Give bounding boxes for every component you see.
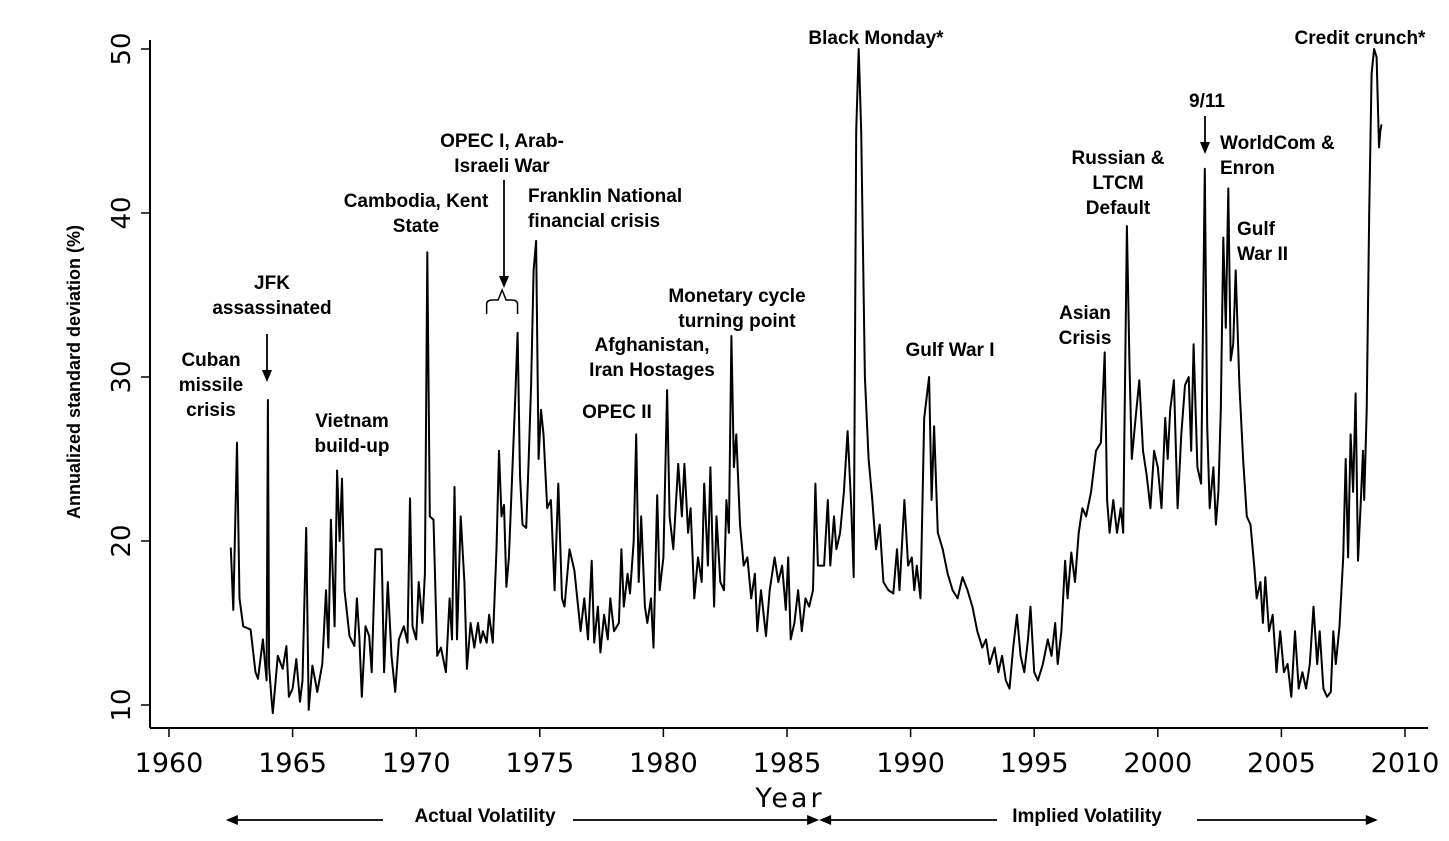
x-tick-label: 2010 — [1371, 748, 1440, 779]
x-tick-label: 2005 — [1247, 748, 1316, 779]
region-arrowhead-left — [225, 815, 238, 825]
event-annotation: Monetary cycle turning point — [668, 286, 805, 332]
annotation-line: build-up — [315, 436, 390, 457]
x-tick-label: 1995 — [1000, 748, 1069, 779]
annotation-line: crisis — [186, 400, 236, 421]
x-axis-title: Year — [754, 783, 824, 814]
annotation-line: turning point — [678, 311, 796, 332]
ticks: 1960 1965 1970 1975 1980 1985 1990 1995 2000 2005… — [107, 32, 1439, 779]
annotation-line: Franklin National — [528, 186, 682, 207]
annotation-line: missile — [179, 375, 243, 396]
region-arrowhead-left — [819, 815, 832, 825]
event-annotation: JFK assassinated — [212, 273, 331, 319]
volatility-series-line — [229, 48, 1383, 715]
x-tick-label: 2000 — [1123, 748, 1192, 779]
period-bracket — [485, 287, 519, 314]
annotation-line: Afghanistan, — [594, 335, 709, 356]
event-annotation: OPEC II — [582, 402, 652, 423]
annotation-line: financial crisis — [528, 211, 660, 232]
regions-group: Actual Volatility Implied Volatility — [225, 806, 1378, 827]
y-tick-label: 40 — [107, 196, 137, 229]
annotation-line: Russian & — [1072, 148, 1165, 169]
event-annotation: Asian Crisis — [1059, 303, 1112, 349]
event-annotation: Russian & LTCM Default — [1072, 148, 1165, 219]
annotation-line: Cambodia, Kent — [344, 191, 489, 212]
event-annotation: Credit crunch* — [1295, 28, 1427, 49]
annotation-line: Crisis — [1059, 328, 1112, 349]
event-annotation: Gulf War I — [905, 340, 994, 361]
annotation-line: Vietnam — [315, 411, 389, 432]
y-axis-title: Annualized standard deviation (%) — [64, 225, 84, 519]
x-tick-label: 1985 — [753, 748, 822, 779]
series-group — [229, 48, 1383, 715]
x-tick-label: 1965 — [258, 748, 327, 779]
annotation-line: assassinated — [212, 298, 331, 319]
x-tick-label: 1960 — [135, 748, 204, 779]
region-label: Actual Volatility — [414, 806, 556, 827]
y-tick-label: 10 — [107, 688, 137, 721]
x-tick-label: 1990 — [876, 748, 945, 779]
annotation-line: State — [393, 216, 439, 237]
annotation-line: Asian — [1059, 303, 1111, 324]
annotation-line: LTCM — [1092, 173, 1143, 194]
event-annotation: OPEC I, Arab- Israeli War — [440, 131, 564, 177]
annotations-group: Cuban missile crisis JFK assassinated Vietnam… — [179, 28, 1426, 457]
annotation-line: WorldCom & — [1220, 133, 1335, 154]
annotation-line: Israeli War — [454, 156, 550, 177]
annotation-line: Cuban — [181, 350, 240, 371]
annotation-line: War II — [1237, 244, 1288, 265]
y-tick-label: 20 — [107, 524, 137, 557]
annotation-line: Gulf War I — [905, 340, 994, 361]
event-annotation: Franklin National financial crisis — [528, 186, 682, 232]
annotation-line: Gulf — [1237, 219, 1276, 240]
annotation-line: 9/11 — [1189, 91, 1225, 112]
event-annotation: Afghanistan, Iran Hostages — [589, 335, 715, 381]
annotation-arrow-head — [262, 370, 272, 382]
annotation-line: JFK — [254, 273, 290, 294]
axes — [149, 40, 1428, 729]
event-annotation: Black Monday* — [808, 28, 944, 49]
event-annotation: WorldCom & Enron — [1220, 133, 1335, 179]
annotation-line: Credit crunch* — [1295, 28, 1427, 49]
event-annotation: 9/11 — [1189, 91, 1225, 112]
region-label: Implied Volatility — [1012, 806, 1162, 827]
region-arrowhead-right — [807, 815, 820, 825]
annotation-line: Enron — [1220, 158, 1275, 179]
annotation-arrow-head — [499, 276, 509, 288]
event-annotation: Gulf War II — [1237, 219, 1288, 265]
x-tick-label: 1970 — [382, 748, 451, 779]
annotation-line: OPEC I, Arab- — [440, 131, 564, 152]
event-annotation: Vietnam build-up — [315, 411, 390, 457]
x-tick-label: 1975 — [505, 748, 574, 779]
event-annotation: Cuban missile crisis — [179, 350, 243, 421]
x-tick-label: 1980 — [629, 748, 698, 779]
annotation-line: OPEC II — [582, 402, 652, 423]
y-tick-label: 30 — [107, 360, 137, 393]
event-annotation: Cambodia, Kent State — [344, 191, 489, 237]
annotation-line: Default — [1086, 198, 1151, 219]
annotation-arrow-head — [1200, 142, 1210, 154]
annotation-line: Iran Hostages — [589, 360, 715, 381]
annotation-line: Black Monday* — [808, 28, 944, 49]
region-arrowhead-right — [1365, 815, 1378, 825]
annotation-line: Monetary cycle — [668, 286, 805, 307]
y-tick-label: 50 — [107, 32, 137, 65]
